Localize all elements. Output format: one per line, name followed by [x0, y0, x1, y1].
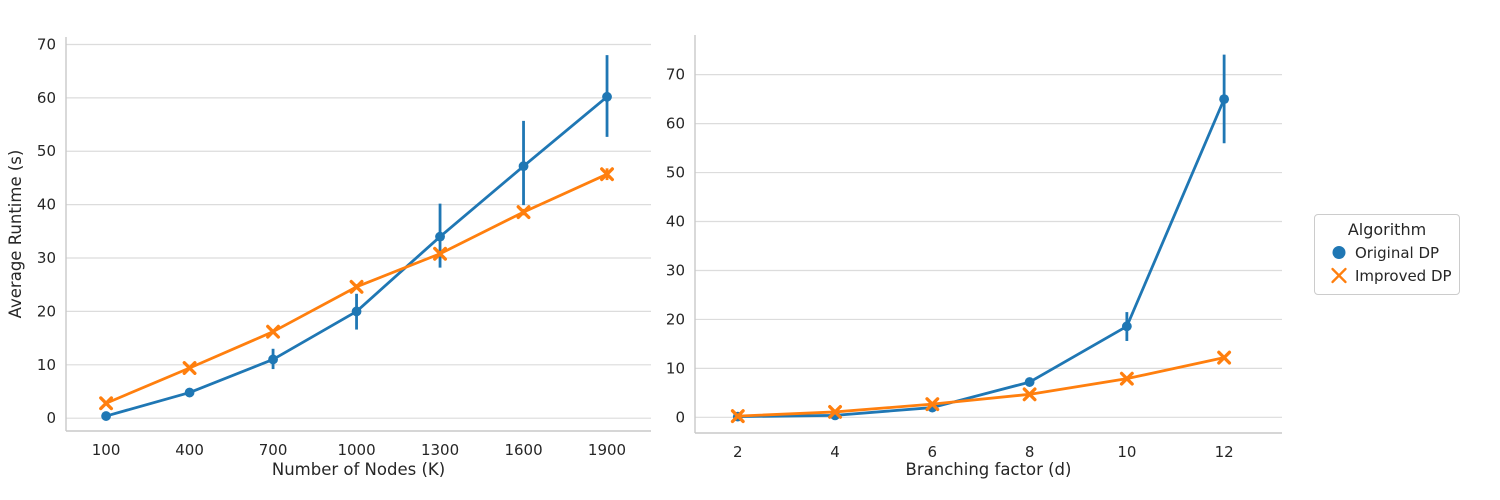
data-point-marker — [1119, 371, 1134, 386]
legend-marker-circle-icon — [1323, 244, 1355, 261]
x-axis-label: Branching factor (d) — [906, 460, 1072, 479]
right-chart: 0 10 20 30 40 50 60 70 2 4 6 8 10 12 Branching factor … — [666, 35, 1282, 479]
legend-title: Algorithm — [1347, 220, 1427, 239]
data-point-marker — [184, 387, 195, 398]
y-tick-label: 50 — [666, 164, 685, 182]
y-tick-label: 20 — [666, 310, 685, 328]
data-point-marker — [1024, 377, 1035, 387]
y-tick-label: 30 — [37, 249, 56, 267]
series-improved-dp — [99, 167, 614, 411]
x-tick-label: 1300 — [421, 441, 459, 459]
x-tick-label: 12 — [1215, 443, 1234, 461]
legend: Algorithm Original DP Improved DP — [1314, 214, 1460, 295]
y-tick-label: 10 — [37, 356, 56, 374]
data-point-marker — [101, 411, 111, 421]
x-tick-label: 4 — [830, 443, 840, 461]
x-tick-label: 1600 — [504, 441, 542, 459]
data-point-marker — [435, 231, 445, 242]
data-point-marker — [518, 161, 529, 172]
data-point-marker — [1022, 387, 1037, 402]
y-tick-label: 70 — [666, 66, 685, 84]
y-axis-label: Average Runtime (s) — [6, 150, 25, 319]
data-point-marker — [1217, 350, 1232, 365]
legend-marker-x-icon — [1323, 267, 1355, 284]
data-point-marker — [602, 91, 612, 102]
x-axis-label: Number of Nodes (K) — [272, 460, 445, 479]
series-line-original-dp — [736, 97, 1226, 419]
series-original-dp — [101, 55, 612, 421]
y-tick-label: 60 — [37, 89, 56, 107]
y-tick-label: 50 — [37, 142, 56, 160]
left-chart: 0 10 20 30 40 50 60 70 100 400 700 1000 1300 1600 1900… — [6, 35, 651, 479]
x-tick-label: 1900 — [588, 441, 626, 459]
data-point-marker — [516, 205, 531, 220]
x-tick-label: 8 — [1025, 443, 1035, 461]
y-tick-label: 0 — [46, 409, 56, 427]
data-point-marker — [925, 397, 940, 412]
data-point-marker — [351, 306, 362, 317]
y-tick-label: 10 — [666, 359, 685, 377]
series-line-improved-dp — [736, 356, 1226, 418]
circle-marker-icon — [1332, 246, 1346, 259]
data-point-marker — [600, 167, 614, 182]
data-point-marker — [730, 409, 745, 424]
legend-entry-label: Original DP — [1355, 243, 1440, 262]
x-tick-label: 10 — [1117, 443, 1136, 461]
x-tick-label: 1000 — [337, 441, 375, 459]
data-point-marker — [268, 354, 278, 365]
data-point-marker — [828, 405, 843, 419]
series-original-dp — [732, 54, 1230, 422]
x-tick-label: 700 — [259, 441, 288, 459]
y-tick-label: 0 — [675, 408, 685, 426]
x-marker-icon — [1331, 267, 1347, 284]
series-line-original-dp — [104, 95, 609, 418]
legend-entry: Improved DP — [1323, 264, 1452, 287]
y-tick-label: 40 — [37, 196, 56, 214]
legend-entry-label: Improved DP — [1355, 266, 1452, 285]
legend-entry: Original DP — [1323, 241, 1451, 264]
data-point-marker — [1219, 94, 1230, 105]
series-improved-dp — [730, 350, 1232, 424]
data-point-marker — [266, 324, 281, 339]
data-point-marker — [182, 361, 197, 375]
data-point-marker — [99, 396, 114, 411]
x-tick-label: 400 — [175, 441, 204, 459]
y-tick-label: 60 — [666, 115, 685, 133]
x-tick-label: 100 — [92, 441, 121, 459]
x-tick-label: 6 — [928, 443, 938, 461]
data-point-marker — [433, 246, 447, 261]
y-tick-label: 40 — [666, 213, 685, 231]
y-tick-label: 30 — [666, 261, 685, 279]
y-tick-label: 20 — [37, 302, 56, 320]
data-point-marker — [1121, 321, 1132, 332]
x-tick-label: 2 — [733, 443, 743, 461]
data-point-marker — [349, 279, 364, 294]
y-tick-label: 70 — [37, 35, 56, 53]
